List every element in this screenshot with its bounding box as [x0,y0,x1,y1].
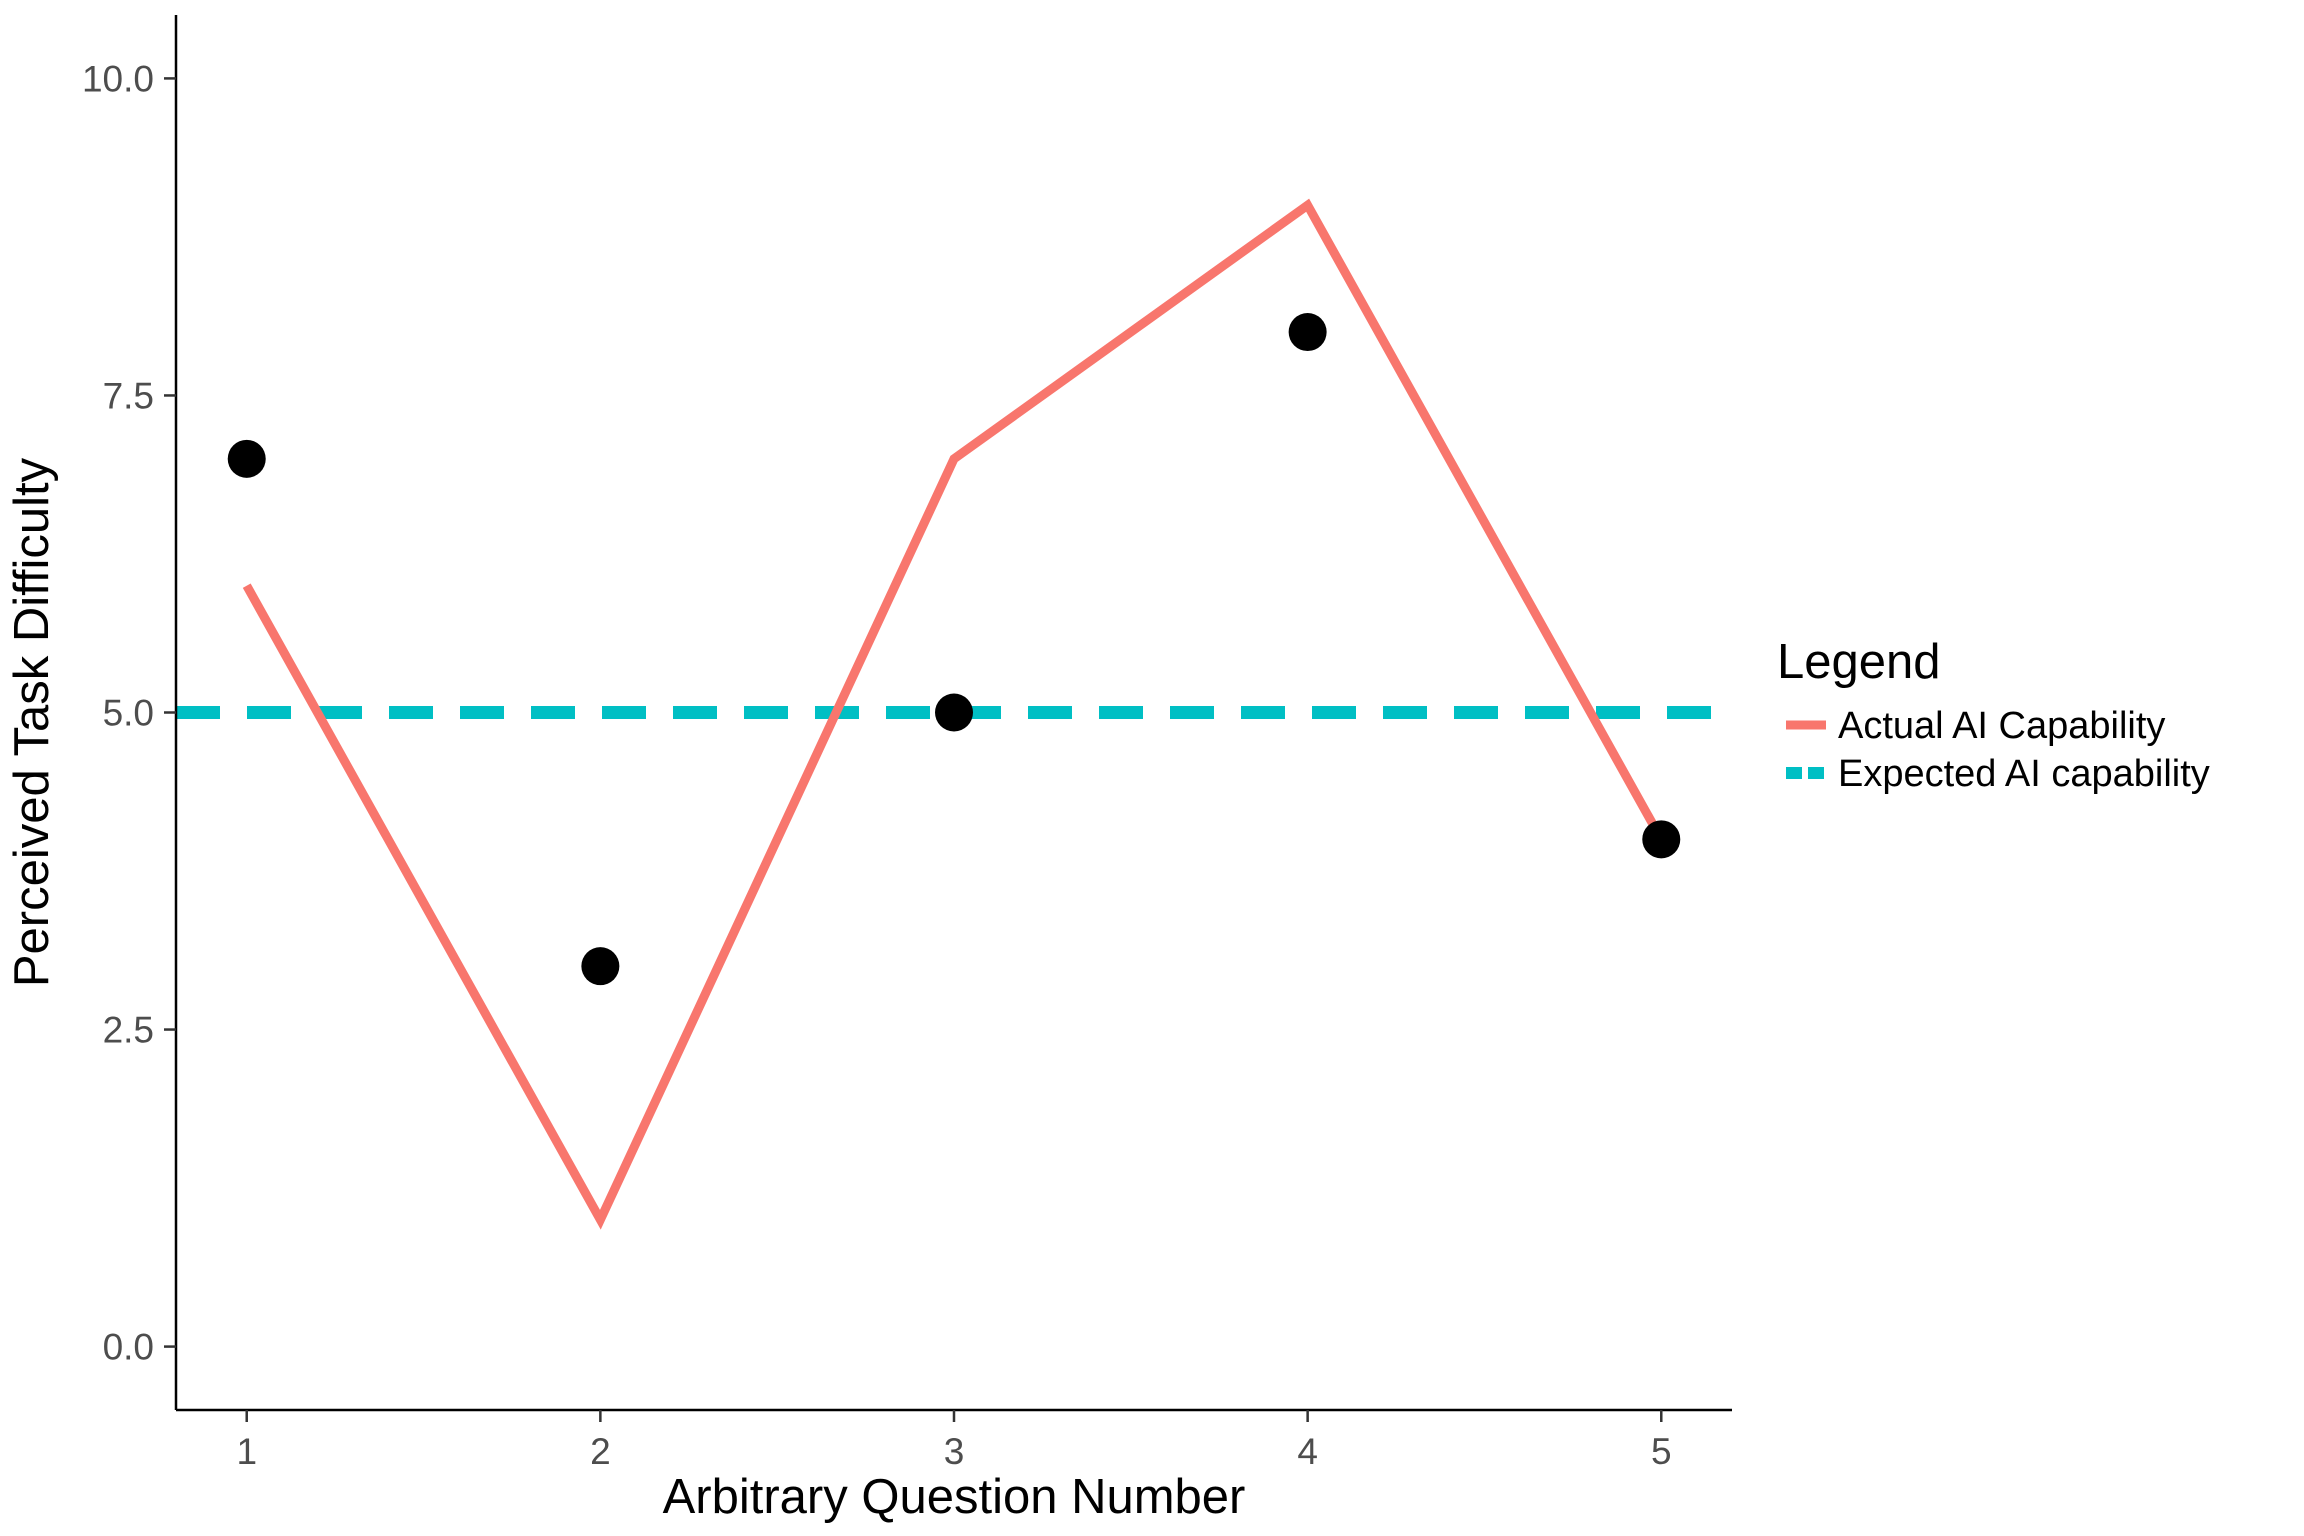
x-tick-label: 1 [236,1431,257,1472]
legend-items: Actual AI Capability Expected AI capabili… [1786,705,2210,795]
legend: Legend Actual AI Capability Expected AI c… [1777,635,2210,795]
x-axis-title: Arbitrary Question Number [663,1470,1246,1524]
y-tick-label: 0.0 [103,1327,154,1368]
y-ticks: 0.0 2.5 5.0 7.5 10.0 [82,58,176,1368]
x-tick-label: 4 [1297,1431,1318,1472]
y-tick-label: 7.5 [103,375,154,416]
actual-ai-capability-line [242,198,1666,1230]
legend-title: Legend [1777,635,1941,689]
plot-area [176,198,1732,1230]
legend-label: Expected AI capability [1838,753,2210,795]
x-tick-label: 2 [590,1431,611,1472]
x-ticks: 1 2 3 4 5 [236,1410,1672,1472]
data-point [1642,820,1681,859]
x-tick-label: 3 [944,1431,965,1472]
data-point [1288,313,1327,352]
data-point [935,693,973,732]
y-tick-label: 10.0 [82,58,154,99]
y-tick-label: 2.5 [103,1010,154,1051]
data-point [581,947,620,986]
y-tick-label: 5.0 [103,693,154,734]
data-point [227,439,266,478]
legend-label: Actual AI Capability [1838,705,2165,747]
axes: 1 2 3 4 5 0.0 2.5 5.0 7.5 10.0 [82,15,1732,1472]
x-tick-label: 5 [1651,1431,1672,1472]
y-axis-title: Perceived Task Difficulty [5,457,59,987]
